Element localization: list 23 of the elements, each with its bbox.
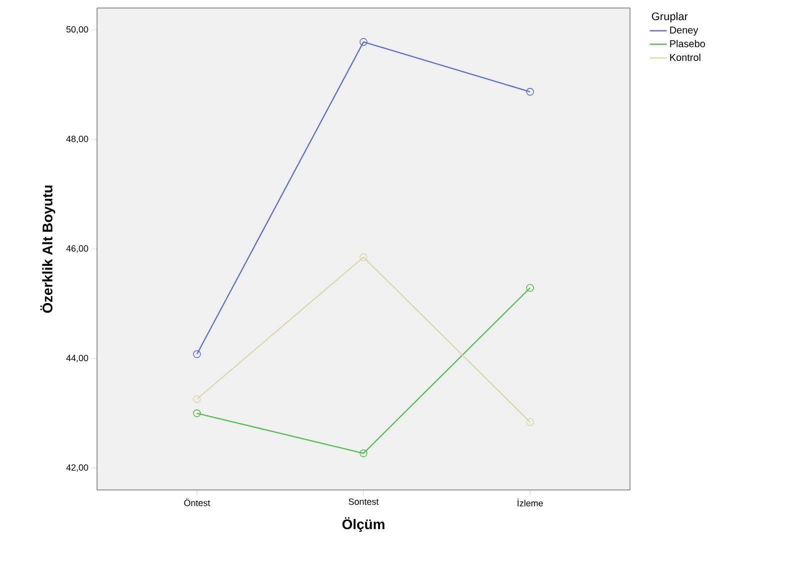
- y-tick-label: 48,00: [66, 136, 88, 144]
- point: [360, 253, 368, 262]
- point: [193, 409, 201, 418]
- point: [193, 395, 201, 403]
- x-tick-label: Sontest: [348, 498, 379, 505]
- y-tick-label: 50,00: [66, 26, 88, 34]
- point: [526, 284, 534, 292]
- y-tick-label: 46,00: [66, 245, 88, 253]
- legend-label: Plasebo: [670, 40, 705, 48]
- legend-title: Gruplar: [652, 12, 688, 22]
- x-tick-label: Öntest: [184, 498, 210, 506]
- point: [526, 88, 534, 96]
- point: [360, 449, 368, 458]
- legend-label: Deney: [670, 26, 698, 36]
- x-axis-title: Ölçüm: [342, 517, 384, 532]
- point: [526, 418, 534, 426]
- point: [360, 38, 368, 46]
- y-tick-label: 42,00: [66, 464, 88, 472]
- legend-label: Kontrol: [670, 54, 700, 61]
- y-axis-title: Özerklik Alt Boyutu: [40, 186, 56, 313]
- y-tick-label: 44,00: [66, 354, 88, 362]
- point: [193, 350, 201, 358]
- x-tick-label: İzleme: [518, 498, 543, 506]
